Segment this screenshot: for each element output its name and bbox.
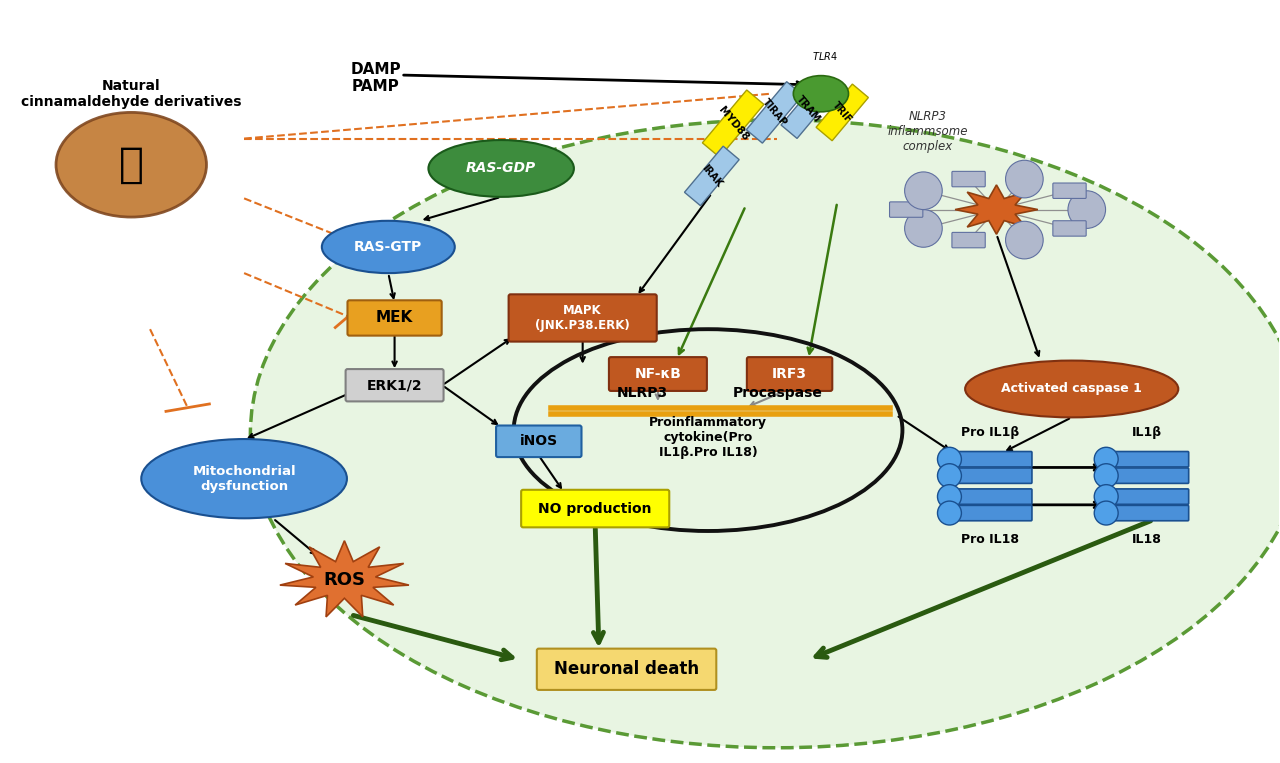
Text: MEK: MEK bbox=[376, 311, 413, 326]
Text: Pro IL18: Pro IL18 bbox=[961, 533, 1019, 546]
Text: Mitochondrial
dysfunction: Mitochondrial dysfunction bbox=[192, 465, 296, 493]
Text: Pro IL1β: Pro IL1β bbox=[961, 426, 1019, 439]
FancyBboxPatch shape bbox=[948, 505, 1032, 521]
Text: Procaspase: Procaspase bbox=[733, 386, 823, 400]
Text: TRAM: TRAM bbox=[795, 93, 822, 124]
Circle shape bbox=[1094, 485, 1119, 509]
Text: Proinflammatory
cytokine(Pro
IL1β.Pro IL18): Proinflammatory cytokine(Pro IL1β.Pro IL… bbox=[649, 416, 767, 459]
Text: IRF3: IRF3 bbox=[772, 367, 808, 381]
Circle shape bbox=[937, 485, 961, 509]
FancyBboxPatch shape bbox=[1105, 468, 1189, 484]
FancyBboxPatch shape bbox=[521, 490, 669, 527]
FancyBboxPatch shape bbox=[1105, 452, 1189, 467]
Text: IRAK: IRAK bbox=[700, 163, 724, 189]
Text: ERK1/2: ERK1/2 bbox=[367, 378, 422, 392]
Text: TRIF: TRIF bbox=[831, 100, 854, 125]
FancyBboxPatch shape bbox=[609, 357, 707, 391]
Text: RAS-GTP: RAS-GTP bbox=[355, 240, 422, 254]
Text: NLRP3
inflammsome
complex: NLRP3 inflammsome complex bbox=[887, 110, 968, 153]
FancyBboxPatch shape bbox=[948, 468, 1032, 484]
FancyBboxPatch shape bbox=[952, 172, 986, 187]
FancyBboxPatch shape bbox=[497, 426, 581, 457]
Text: RAS-GDP: RAS-GDP bbox=[466, 162, 536, 175]
FancyBboxPatch shape bbox=[508, 295, 657, 342]
Circle shape bbox=[937, 447, 961, 472]
Text: DAMP
PAMP: DAMP PAMP bbox=[351, 62, 401, 94]
Bar bbox=[703, 90, 764, 157]
Text: Neuronal death: Neuronal death bbox=[554, 660, 699, 678]
Ellipse shape bbox=[321, 221, 454, 273]
Circle shape bbox=[1068, 191, 1106, 228]
Text: NO production: NO production bbox=[539, 501, 652, 516]
FancyBboxPatch shape bbox=[1053, 183, 1087, 198]
Circle shape bbox=[1006, 221, 1043, 259]
Text: Natural
cinnamaldehyde derivatives: Natural cinnamaldehyde derivatives bbox=[20, 79, 242, 109]
FancyBboxPatch shape bbox=[346, 369, 444, 401]
FancyBboxPatch shape bbox=[948, 452, 1032, 467]
Ellipse shape bbox=[141, 439, 347, 518]
Text: NF-κB: NF-κB bbox=[635, 367, 681, 381]
Bar bbox=[746, 82, 803, 143]
FancyBboxPatch shape bbox=[890, 202, 923, 217]
Bar bbox=[781, 79, 836, 138]
Circle shape bbox=[1006, 160, 1043, 198]
FancyBboxPatch shape bbox=[1053, 221, 1087, 236]
Bar bbox=[817, 84, 868, 140]
Text: ROS: ROS bbox=[324, 571, 365, 588]
Circle shape bbox=[1094, 464, 1119, 488]
Ellipse shape bbox=[251, 120, 1280, 748]
Text: IL1β: IL1β bbox=[1132, 426, 1162, 439]
Ellipse shape bbox=[965, 361, 1179, 417]
FancyBboxPatch shape bbox=[952, 233, 986, 248]
Text: TIRAP: TIRAP bbox=[760, 97, 788, 128]
Text: Activated caspase 1: Activated caspase 1 bbox=[1001, 382, 1142, 395]
FancyBboxPatch shape bbox=[948, 489, 1032, 504]
Polygon shape bbox=[955, 185, 1038, 234]
Text: NLRP3: NLRP3 bbox=[617, 386, 668, 400]
Polygon shape bbox=[280, 541, 410, 617]
Circle shape bbox=[905, 172, 942, 210]
Text: MAPK
(JNK.P38.ERK): MAPK (JNK.P38.ERK) bbox=[535, 304, 630, 332]
FancyBboxPatch shape bbox=[536, 649, 717, 690]
Circle shape bbox=[937, 501, 961, 525]
Ellipse shape bbox=[794, 76, 849, 112]
Ellipse shape bbox=[56, 112, 206, 217]
Text: $^{TLR4}$: $^{TLR4}$ bbox=[812, 52, 837, 66]
Circle shape bbox=[937, 464, 961, 488]
FancyBboxPatch shape bbox=[1105, 505, 1189, 521]
Text: MYD88: MYD88 bbox=[717, 105, 750, 143]
FancyBboxPatch shape bbox=[347, 301, 442, 336]
Text: 🥄: 🥄 bbox=[119, 143, 143, 185]
Circle shape bbox=[1094, 501, 1119, 525]
Circle shape bbox=[1094, 447, 1119, 472]
Ellipse shape bbox=[429, 140, 573, 197]
Bar bbox=[685, 146, 739, 206]
Text: IL18: IL18 bbox=[1132, 533, 1162, 546]
FancyBboxPatch shape bbox=[1105, 489, 1189, 504]
FancyBboxPatch shape bbox=[746, 357, 832, 391]
Text: iNOS: iNOS bbox=[520, 434, 558, 449]
Circle shape bbox=[905, 210, 942, 247]
